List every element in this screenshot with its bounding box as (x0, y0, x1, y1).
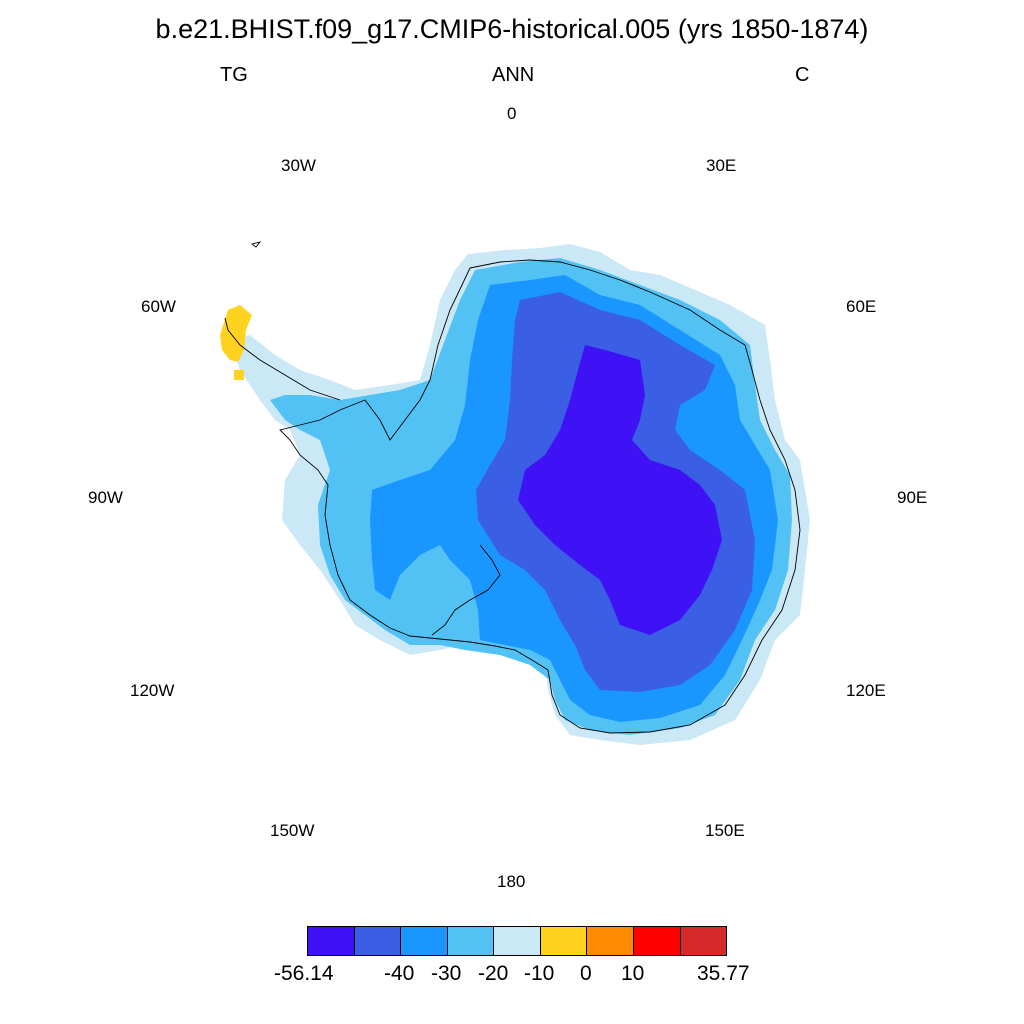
lon-label-60e: 60E (846, 297, 877, 316)
colorbar-swatch-0 (308, 927, 355, 955)
colorbar-swatch-4 (494, 927, 541, 955)
lon-label-0: 0 (507, 104, 517, 123)
colorbar-label-0: 0 (580, 962, 592, 985)
plot-title: b.e21.BHIST.f09_g17.CMIP6-historical.005… (155, 14, 869, 44)
colorbar (307, 926, 727, 956)
lon-label-120w: 120W (130, 681, 175, 700)
colorbar-label-min: -56.14 (274, 962, 334, 985)
colorbar-swatch-8 (680, 927, 727, 955)
lon-label-90w: 90W (88, 488, 123, 507)
colorbar-label-minus30: -30 (431, 962, 462, 985)
lon-label-120e: 120E (846, 681, 886, 700)
season-label: ANN (492, 64, 535, 86)
lon-label-30w: 30W (281, 156, 316, 175)
colorbar-swatch-2 (401, 927, 448, 955)
lon-label-150w: 150W (270, 821, 315, 840)
core-region (518, 345, 722, 635)
island-outline (250, 241, 262, 248)
colorbar-label-max: 35.77 (697, 962, 750, 985)
colorbar-swatch-1 (354, 927, 402, 955)
colorbar-label-minus10: -10 (524, 962, 555, 985)
colorbar-swatch-5 (540, 927, 588, 955)
lon-label-180: 180 (497, 872, 526, 891)
colorbar-swatch-3 (447, 927, 495, 955)
colorbar-swatch-6 (587, 927, 634, 955)
lon-label-150e: 150E (705, 821, 745, 840)
lon-label-60w: 60W (141, 297, 176, 316)
peninsula-outline (224, 317, 341, 401)
colorbar-label-minus40: -40 (384, 962, 415, 985)
colorbar-label-10: 10 (621, 962, 645, 985)
colorbar-swatch-7 (633, 927, 681, 955)
coastline (279, 259, 801, 734)
lon-label-30e: 30E (706, 156, 737, 175)
peninsula-tip-pixel (234, 370, 244, 380)
colorbar-label-minus20: -20 (478, 962, 509, 985)
variable-label: TG (220, 64, 248, 86)
lon-label-90e: 90E (897, 488, 928, 507)
units-label: C (795, 64, 810, 86)
ice-shelf-outline (431, 544, 501, 636)
